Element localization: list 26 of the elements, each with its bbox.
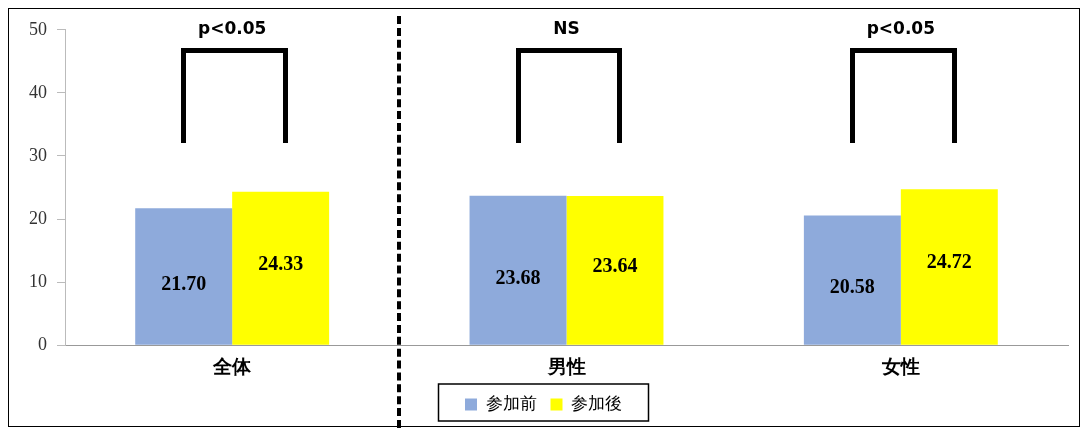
y-tick-label: 40	[29, 81, 47, 102]
y-tick-label: 10	[29, 270, 47, 291]
bar	[803, 215, 901, 345]
legend-label: 参加後	[571, 392, 622, 413]
bar	[900, 189, 998, 345]
x-tick-label: 女性	[880, 354, 920, 377]
y-tick-label: 20	[29, 207, 47, 228]
y-tick-label: 0	[38, 333, 47, 354]
bar	[566, 196, 664, 345]
legend-label: 参加前	[485, 392, 537, 413]
bar	[469, 195, 567, 345]
annotation: p<0.05	[197, 18, 267, 39]
data-label: 24.72	[926, 250, 972, 273]
annotation: p<0.05	[866, 18, 936, 39]
bar	[232, 191, 330, 345]
data-label: 20.58	[829, 275, 875, 298]
bar	[135, 208, 233, 345]
y-tick-label: 30	[29, 144, 47, 165]
x-tick-label: 男性	[546, 354, 586, 377]
data-label: 23.68	[495, 265, 541, 288]
annotation: NS	[553, 18, 580, 39]
data-label: 23.64	[592, 253, 638, 276]
y-tick-label: 50	[29, 18, 47, 39]
data-label: 21.70	[161, 271, 207, 294]
data-label: 24.33	[258, 251, 304, 274]
x-tick-label: 全体	[212, 354, 253, 377]
